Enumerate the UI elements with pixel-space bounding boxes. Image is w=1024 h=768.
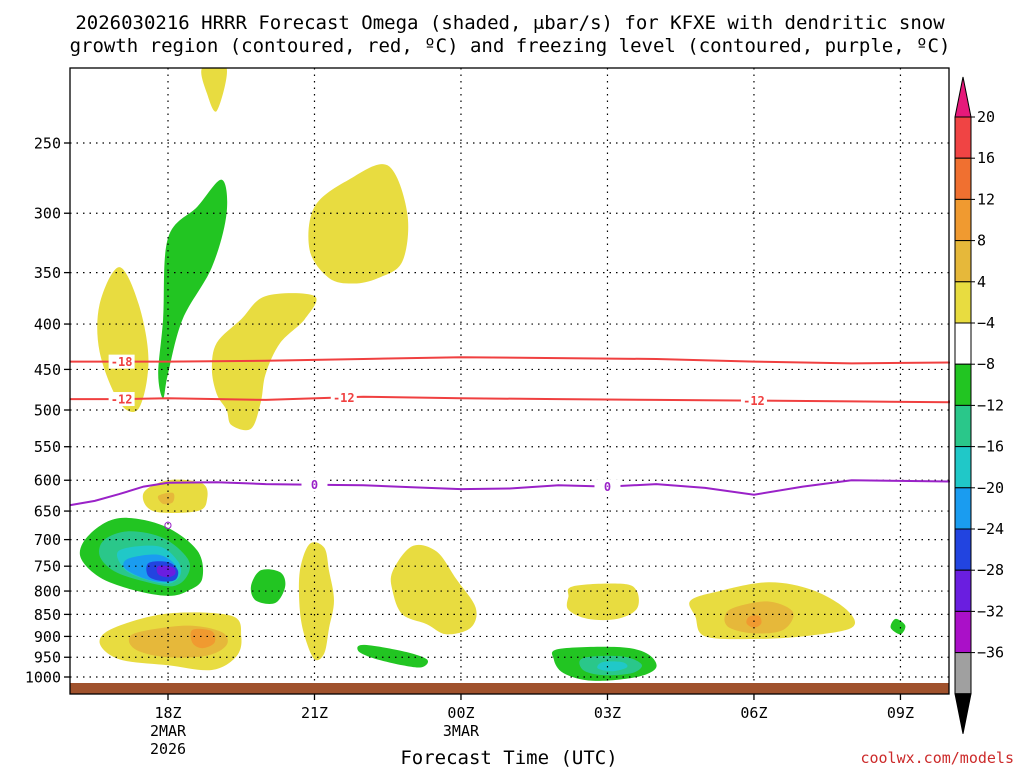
x-tick-label: 00Z (447, 704, 474, 722)
pressure-axis: 250 300 350 400 450 500 550 600 650 700 750 800 850 9… (25, 135, 70, 687)
colorbar-label: 4 (977, 273, 986, 291)
colorbar-swatch (954, 281, 972, 324)
omega-region-mid-level-yellow-1 (97, 267, 149, 413)
y-tick-label: 650 (34, 503, 61, 521)
contour--12-line (70, 395, 950, 404)
contour-label-0: 0 (311, 478, 318, 492)
gridlines (70, 68, 949, 682)
x-tick-label: 03Z (594, 704, 621, 722)
chart-title-line-2: growth region (contoured, red, ºC) and f… (70, 35, 951, 57)
colorbar-label: 12 (977, 190, 995, 208)
y-tick-label: 350 (34, 264, 61, 282)
y-tick-label: 400 (34, 316, 61, 334)
colorbar-label: 20 (977, 108, 995, 126)
colorbar-swatch (954, 240, 972, 283)
colorbar-label: −32 (977, 602, 1004, 620)
omega-region-low-green-5 (890, 618, 906, 635)
omega-region-mid-level-yellow-4 (308, 164, 409, 284)
colorbar: 20 16 12 8 4 −4 −8 −12 −16 −20 −24 −28 −32 −36 (954, 76, 1004, 734)
colorbar-swatch (954, 610, 972, 654)
contour--18-line (70, 356, 950, 365)
contour-label-bg (740, 393, 767, 408)
y-tick-label: 500 (34, 402, 61, 420)
plot-frame (69, 67, 950, 695)
contour-label--12: -12 (111, 393, 133, 407)
omega-shaded-regions (79, 68, 906, 681)
omega-region-freezing-orange-1 (157, 492, 175, 505)
omega-region-low-green-2 (250, 569, 286, 604)
temperature-contours: -18 -12 -12 -12 0 0 ○ (70, 354, 950, 531)
chart-title-line-1: 2026030216 HRRR Forecast Omega (shaded, … (75, 12, 945, 34)
x-tick-year: 2026 (150, 740, 186, 758)
y-tick-label: 550 (34, 438, 61, 456)
colorbar-swatch (954, 404, 972, 448)
contour-label--18: -18 (111, 355, 133, 369)
colorbar-label: 8 (977, 232, 986, 250)
y-tick-label: 750 (34, 558, 61, 576)
contour-label-bg (330, 390, 357, 405)
omega-region-low-cyan-2 (597, 661, 628, 672)
omega-region-low-green-3 (357, 644, 429, 668)
colorbar-swatch (954, 446, 972, 489)
colorbar-swatch (954, 528, 972, 571)
contour-label-0: 0 (604, 480, 611, 494)
colorbar-swatch (954, 198, 972, 242)
y-tick-label: 900 (34, 628, 61, 646)
omega-region-low-orange-2 (190, 628, 216, 649)
colorbar-label: −20 (977, 479, 1004, 497)
ground-surface (70, 683, 949, 694)
y-tick-label: 600 (34, 472, 61, 490)
colorbar-label: 16 (977, 149, 995, 167)
y-tick-label: 1000 (25, 669, 61, 687)
y-tick-label: 450 (34, 361, 61, 379)
contour-label-bg (594, 479, 621, 494)
y-tick-label: 300 (34, 205, 61, 223)
omega-region-low-yellow-3 (390, 544, 477, 635)
contour-label-bg (108, 354, 135, 369)
omega-region-low-yellow-1 (298, 542, 334, 661)
colorbar-swatch (954, 116, 972, 159)
colorbar-swatch (954, 322, 972, 365)
omega-region-mid-level-green-1 (158, 179, 228, 399)
y-tick-label: 950 (34, 649, 61, 667)
omega-region-freezing-yellow-1 (142, 479, 208, 513)
colorbar-label: −28 (977, 561, 1004, 579)
contour-label--12: -12 (743, 394, 765, 408)
x-tick-date: 3MAR (443, 722, 480, 740)
x-tick-label: 09Z (887, 704, 914, 722)
watermark: coolwx.com/models (860, 749, 1014, 767)
x-tick-label: 21Z (301, 704, 328, 722)
y-tick-label: 850 (34, 606, 61, 624)
x-tick-label: 06Z (740, 704, 767, 722)
colorbar-label: −4 (977, 314, 995, 332)
colorbar-label: −12 (977, 396, 1004, 414)
colorbar-swatch (954, 487, 972, 530)
y-tick-label: 700 (34, 531, 61, 549)
contour-label-0: ○ (164, 517, 172, 531)
x-axis-label: Forecast Time (UTC) (400, 747, 617, 768)
colorbar-swatch (954, 157, 972, 200)
y-tick-label: 250 (34, 135, 61, 153)
contour-label--12: -12 (333, 391, 355, 405)
colorbar-bottom-cap (954, 693, 972, 734)
contour-0-line (70, 479, 950, 507)
contour-label-bg (108, 392, 135, 407)
colorbar-swatch (954, 363, 972, 406)
omega-region-low-yellow-4 (566, 583, 639, 621)
colorbar-top-cap (954, 76, 972, 118)
colorbar-swatch (954, 652, 972, 695)
omega-region-low-purple-1 (156, 565, 176, 578)
contour-label-bg (301, 477, 328, 492)
y-tick-label: 800 (34, 583, 61, 601)
x-tick-label: 18Z (154, 704, 181, 722)
colorbar-label: −8 (977, 355, 995, 373)
colorbar-label: −36 (977, 644, 1004, 662)
colorbar-swatch (954, 569, 972, 612)
x-tick-date: 2MAR (150, 722, 187, 740)
colorbar-label: −24 (977, 520, 1004, 538)
omega-region-mid-level-yellow-2 (201, 68, 228, 112)
colorbar-label: −16 (977, 438, 1004, 456)
